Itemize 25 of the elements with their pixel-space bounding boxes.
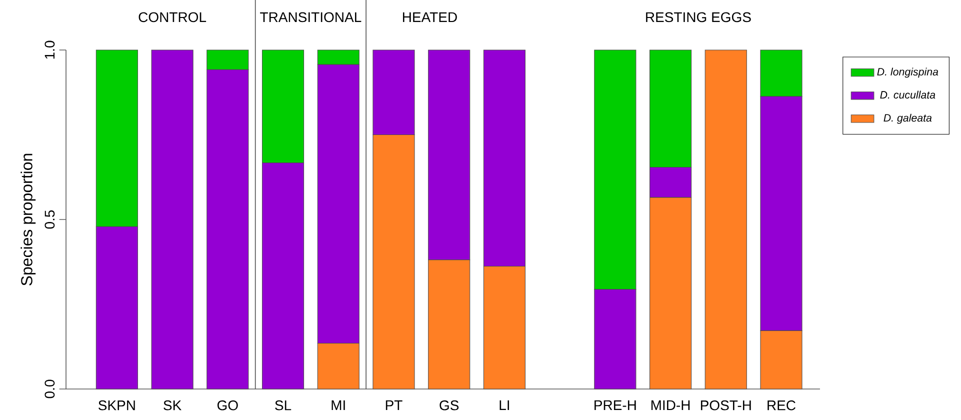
x-tick-label: PT <box>386 400 402 410</box>
x-tick-label: POST-H <box>700 400 751 410</box>
legend-label: D. galeata <box>884 114 932 124</box>
x-tick-label: PRE-H <box>594 400 636 410</box>
x-tick-label: SK <box>164 400 182 410</box>
y-tick-label: 0.5 <box>44 210 55 229</box>
text: CONTROL <box>138 12 206 22</box>
bar <box>704 50 747 390</box>
text: TRANSITIONAL <box>260 12 362 22</box>
bar <box>151 50 194 390</box>
y-tick-label: 1.0 <box>44 40 55 59</box>
x-tick-label: REC <box>768 400 796 410</box>
x-tick-label: GS <box>440 400 459 410</box>
legend-label: D. longispina <box>877 68 938 78</box>
x-tick-label: MI <box>332 400 345 410</box>
legend-label: D. cucullata <box>880 90 936 99</box>
text: HEATED <box>402 12 457 22</box>
x-tick-label: LI <box>500 400 509 410</box>
x-tick-label: GO <box>217 400 238 410</box>
x-tick-label: MID-H <box>651 400 690 410</box>
y-tick-label: 0.0 <box>44 380 55 398</box>
x-tick-label: SL <box>275 400 292 410</box>
x-tick-label: SKPN <box>98 400 135 410</box>
y-axis-title: Species proportion <box>20 154 36 286</box>
text: RESTING EGGS <box>646 12 751 22</box>
